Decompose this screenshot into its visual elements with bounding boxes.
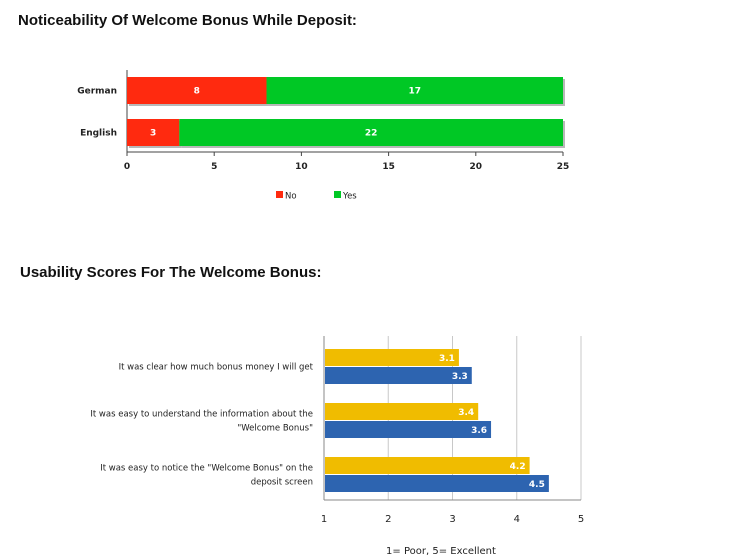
chart1-x-tick-label: 0 [124,162,130,172]
chart2-category-label: It was easy to understand the informatio… [90,410,313,420]
chart1-legend-swatch [276,191,283,198]
chart1-bar-yes [266,77,563,104]
chart2-bar [325,475,549,492]
chart1-legend-label: Yes [342,192,357,202]
chart2-title: Usability Scores For The Welcome Bonus: [20,264,322,281]
chart2-bar [325,403,479,420]
chart1-data-label: 3 [150,129,156,139]
chart1-x-tick-label: 20 [470,162,483,172]
chart2-data-label: 3.1 [439,354,455,364]
chart1-data-label: 8 [194,87,200,97]
chart1-legend-label: No [285,192,297,202]
chart2-bar [325,421,492,438]
chart1-category-label: English [80,129,117,139]
chart2-bar [325,349,459,366]
chart1-noticeability: 8 17 German 3 22 English 0 5 10 15 20 25 No Yes [77,70,569,202]
chart2-x-tick-label: 4 [514,514,520,525]
chart2-scale-note: 1= Poor, 5= Excellent [386,546,496,557]
chart2-x-tick-label: 5 [578,514,584,525]
chart2-category-label: It was easy to notice the "Welcome Bonus… [100,464,313,474]
chart2-x-tick-label: 1 [321,514,327,525]
chart1-data-label: 17 [408,87,421,97]
chart1-bar-no [127,119,180,146]
chart2-data-label: 3.4 [458,408,474,418]
chart1-title: Noticeability Of Welcome Bonus While Dep… [18,12,357,29]
chart2-bar [325,367,472,384]
chart2-bar [325,457,530,474]
chart2-data-label: 3.6 [471,426,487,436]
chart1-data-label: 22 [365,129,378,139]
chart1-bar-no [127,77,267,104]
chart2-category-label: deposit screen [251,478,313,488]
chart1-x-tick-label: 25 [557,162,570,172]
chart1-category-label: German [77,87,117,97]
chart2-x-tick-label: 3 [449,514,455,525]
chart1-x-tick-label: 15 [382,162,395,172]
chart1-x-tick-label: 10 [295,162,308,172]
chart2-category-label: "Welcome Bonus" [237,424,313,434]
chart2-data-label: 4.5 [529,480,545,490]
chart2-usability: 3.1 3.3 It was clear how much bonus money … [90,336,584,557]
chart2-x-tick-label: 2 [385,514,391,525]
chart2-data-label: 3.3 [452,372,468,382]
chart2-data-label: 4.2 [510,462,526,472]
chart2-category-label: It was clear how much bonus money I will… [119,363,314,373]
chart1-legend-swatch [334,191,341,198]
chart1-x-tick-label: 5 [211,162,217,172]
chart1-bar-yes [179,119,563,146]
